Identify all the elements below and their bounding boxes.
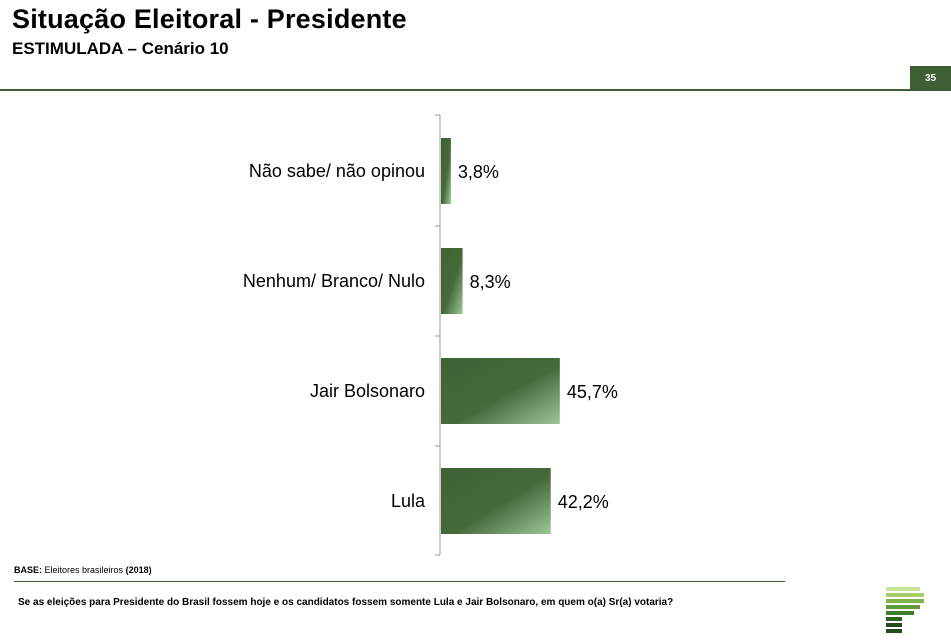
logo-stripe (886, 611, 914, 615)
bar-2 (441, 358, 560, 424)
bar-1 (441, 248, 463, 314)
base-year: (2018) (125, 565, 152, 575)
pollster-logo-icon (886, 587, 924, 633)
footer-divider (14, 581, 785, 582)
data-label: 42,2% (558, 492, 609, 512)
logo-stripe (886, 605, 920, 609)
page-title: Situação Eleitoral - Presidente (12, 4, 407, 34)
category-label: Lula (391, 491, 426, 511)
category-label: Nenhum/ Branco/ Nulo (243, 271, 425, 291)
page-subtitle: ESTIMULADA – Cenário 10 (12, 39, 229, 58)
bar-3 (441, 468, 551, 534)
logo-stripe (886, 623, 902, 627)
logo-stripe (886, 617, 902, 621)
logo-stripe (886, 599, 924, 603)
category-label: Jair Bolsonaro (310, 381, 425, 401)
logo-stripe (886, 587, 920, 591)
base-text: Eleitores brasileiros (44, 565, 124, 575)
page-number-badge: 35 (910, 66, 951, 90)
base-note: BASE: Eleitores brasileiros (2018) (14, 565, 152, 575)
data-label: 45,7% (567, 382, 618, 402)
data-label: 3,8% (458, 162, 499, 182)
logo-stripe (886, 593, 924, 597)
category-label: Não sabe/ não opinou (249, 161, 425, 181)
logo-stripe (886, 629, 902, 633)
bar-0 (441, 138, 451, 204)
survey-question: Se as eleições para Presidente do Brasil… (18, 597, 674, 608)
data-label: 8,3% (470, 272, 511, 292)
header-divider (0, 89, 951, 91)
base-label: BASE: (14, 565, 43, 575)
